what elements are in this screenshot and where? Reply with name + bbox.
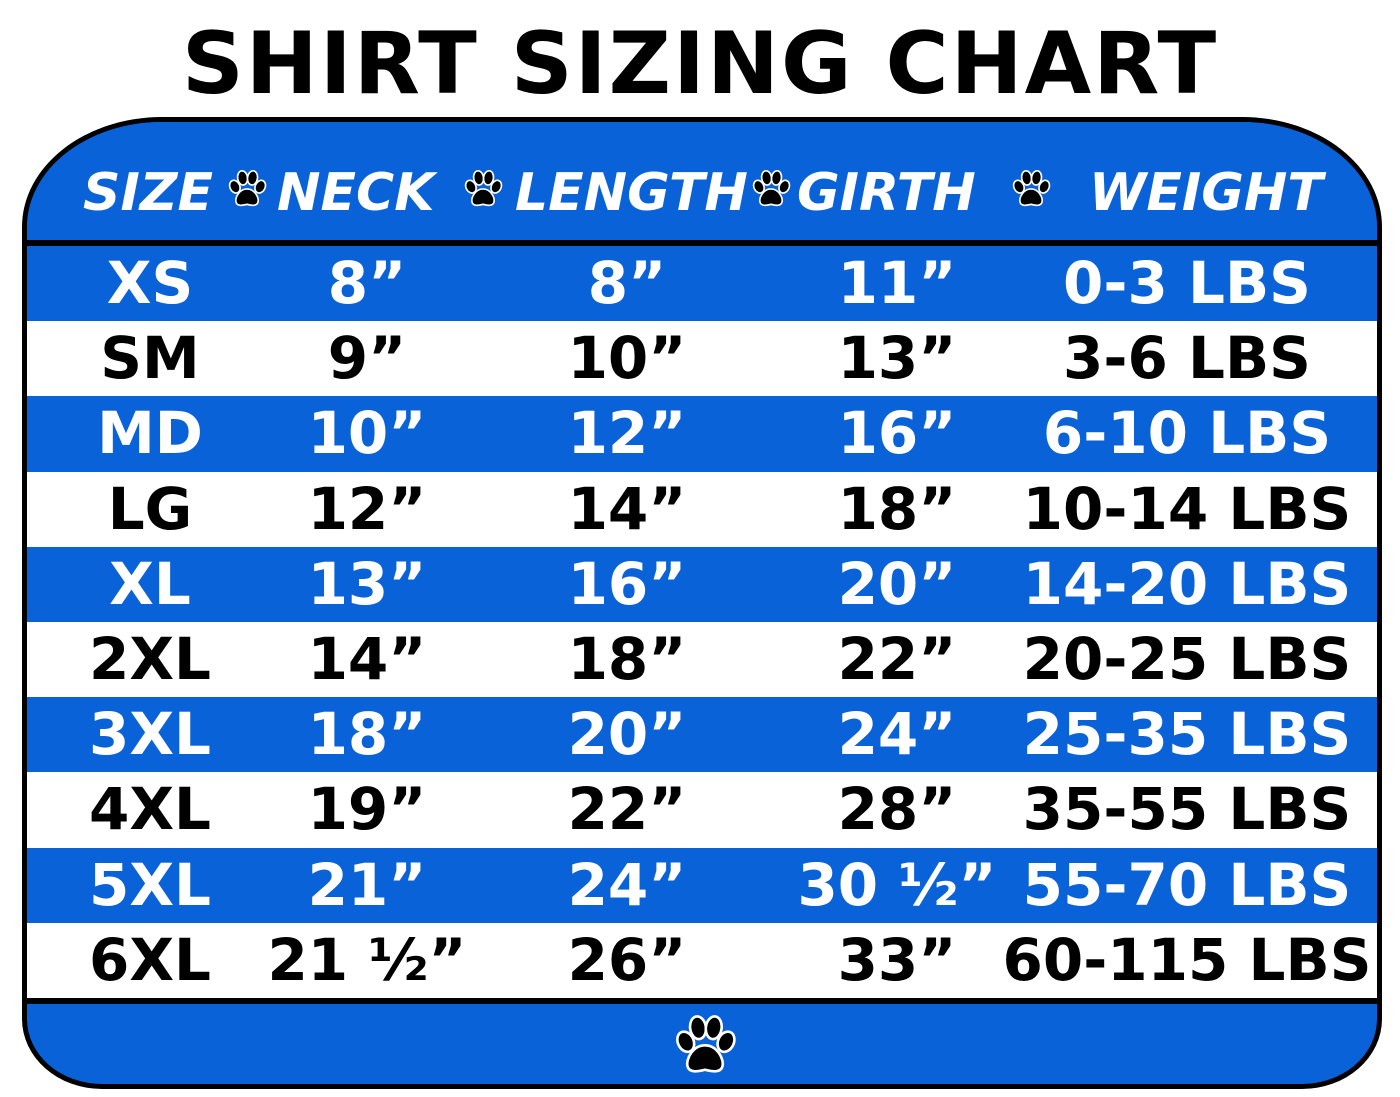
cell-length: 14” <box>567 474 687 543</box>
cell-size: 4XL <box>88 775 212 844</box>
cell-neck: 13” <box>307 549 427 618</box>
sizing-table: SIZE NECK LENGTH GIRTH WEIGHT XS 8” 8” 11” 0… <box>22 117 1382 1089</box>
header-girth: GIRTH <box>797 163 976 223</box>
cell-neck: 12” <box>307 474 427 543</box>
table-row: 2XL 14” 18” 22” 20-25 LBS <box>27 621 1377 698</box>
table-row: SM 9” 10” 13” 3-6 LBS <box>27 321 1377 397</box>
page-title: SHIRT SIZING CHART <box>181 14 1219 114</box>
header-size: SIZE <box>83 163 214 223</box>
cell-weight: 55-70 LBS <box>1022 850 1352 919</box>
table-row: LG 12” 14” 18” 10-14 LBS <box>27 471 1377 547</box>
header-neck: NECK <box>277 163 435 223</box>
table-row: 4XL 19” 22” 28” 35-55 LBS <box>27 772 1377 848</box>
cell-length: 10” <box>567 324 687 393</box>
cell-weight: 14-20 LBS <box>1022 549 1352 618</box>
paw-print-icon <box>226 169 269 207</box>
cell-weight: 3-6 LBS <box>1063 324 1311 393</box>
cell-girth: 13” <box>837 324 957 393</box>
cell-girth: 24” <box>837 700 957 769</box>
cell-length: 18” <box>567 624 687 693</box>
cell-size: SM <box>100 324 200 393</box>
cell-girth: 22” <box>837 624 957 693</box>
table-row: MD 10” 12” 16” 6-10 LBS <box>27 396 1377 472</box>
table-row: 5XL 21” 24” 30 ½” 55-70 LBS <box>27 847 1377 923</box>
cell-size: MD <box>97 399 203 468</box>
cell-size: 2XL <box>88 624 212 693</box>
table-row: 6XL 21 ½” 26” 33” 60-115 LBS <box>27 922 1377 998</box>
paw-print-icon <box>1010 169 1053 207</box>
cell-weight: 0-3 LBS <box>1063 249 1311 317</box>
paw-print-icon <box>462 169 505 207</box>
cell-weight: 25-35 LBS <box>1022 700 1352 769</box>
cell-neck: 9” <box>327 324 407 393</box>
cell-size: XL <box>109 549 191 618</box>
cell-weight: 6-10 LBS <box>1042 399 1332 468</box>
cell-length: 16” <box>567 549 687 618</box>
paw-print-icon <box>672 1014 739 1073</box>
cell-weight: 35-55 LBS <box>1022 775 1352 844</box>
cell-neck: 10” <box>307 399 427 468</box>
table-row: XS 8” 8” 11” 0-3 LBS <box>27 246 1377 322</box>
cell-girth: 28” <box>837 775 957 844</box>
cell-size: LG <box>107 474 193 543</box>
cell-girth: 33” <box>837 925 957 994</box>
cell-neck: 18” <box>307 700 427 769</box>
table-header: SIZE NECK LENGTH GIRTH WEIGHT <box>27 122 1377 246</box>
paw-print-icon <box>750 169 793 207</box>
header-length: LENGTH <box>515 163 748 223</box>
cell-weight: 20-25 LBS <box>1022 624 1352 693</box>
cell-size: 6XL <box>88 925 212 994</box>
table-row: XL 13” 16” 20” 14-20 LBS <box>27 546 1377 622</box>
cell-neck: 21” <box>307 850 427 919</box>
cell-size: XS <box>106 249 194 317</box>
cell-length: 22” <box>567 775 687 844</box>
cell-length: 26” <box>567 925 687 994</box>
cell-weight: 60-115 LBS <box>1002 925 1372 994</box>
cell-neck: 8” <box>327 249 407 317</box>
cell-girth: 16” <box>837 399 957 468</box>
cell-size: 5XL <box>88 850 212 919</box>
cell-length: 12” <box>567 399 687 468</box>
table-row: 3XL 18” 20” 24” 25-35 LBS <box>27 697 1377 773</box>
cell-weight: 10-14 LBS <box>1022 474 1352 543</box>
divider <box>27 998 1377 1004</box>
cell-girth: 18” <box>837 474 957 543</box>
cell-neck: 19” <box>307 775 427 844</box>
cell-size: 3XL <box>88 700 212 769</box>
cell-neck: 14” <box>307 624 427 693</box>
cell-length: 24” <box>567 850 687 919</box>
cell-length: 20” <box>567 700 687 769</box>
header-weight: WEIGHT <box>1089 163 1323 223</box>
cell-girth: 20” <box>837 549 957 618</box>
table-body: XS 8” 8” 11” 0-3 LBS SM 9” 10” 13” 3-6 LBS MD 10” 12… <box>27 246 1377 998</box>
cell-girth: 30 ½” <box>797 850 997 919</box>
cell-neck: 21 ½” <box>267 925 467 994</box>
cell-girth: 11” <box>837 249 957 317</box>
cell-length: 8” <box>587 249 667 317</box>
